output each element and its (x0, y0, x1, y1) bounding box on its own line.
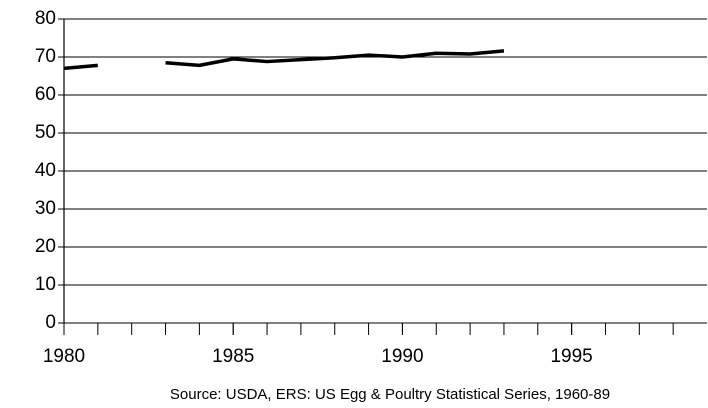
y-tick-label: 70 (35, 46, 56, 67)
x-tick-label: 1995 (550, 346, 592, 367)
y-tick-label: 80 (35, 8, 56, 29)
y-tick-label: 40 (35, 160, 56, 181)
x-tick-label: 1990 (381, 346, 423, 367)
x-tick-label: 1985 (212, 346, 254, 367)
y-tick-label: 30 (35, 198, 56, 219)
y-tick-label: 0 (45, 312, 56, 333)
y-tick-label: 50 (35, 122, 56, 143)
y-tick-label: 10 (35, 274, 56, 295)
y-tick-label: 60 (35, 84, 56, 105)
x-tick-label: 1980 (43, 346, 85, 367)
y-tick-label: 20 (35, 236, 56, 257)
caption: Source: USDA, ERS: US Egg & Poultry Stat… (170, 386, 610, 403)
data-line (63, 49, 505, 71)
